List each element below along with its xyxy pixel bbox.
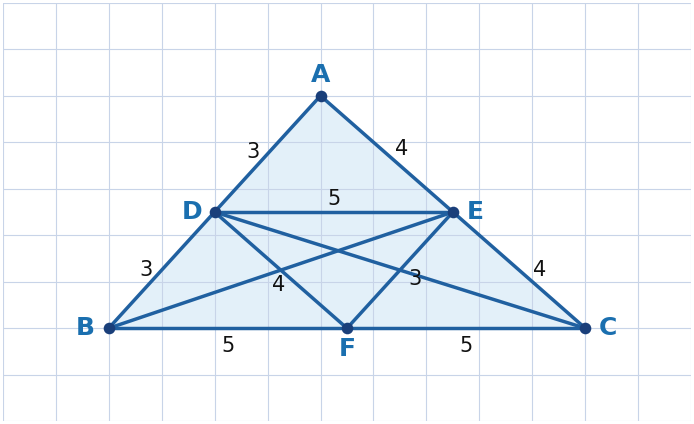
Text: 3: 3 <box>246 142 260 162</box>
Text: 5: 5 <box>221 336 235 356</box>
Text: 4: 4 <box>271 275 285 295</box>
Point <box>103 325 115 332</box>
Text: A: A <box>311 63 330 87</box>
Polygon shape <box>109 212 347 328</box>
Text: 5: 5 <box>459 336 473 356</box>
Text: B: B <box>76 316 94 340</box>
Text: 4: 4 <box>395 139 408 159</box>
Text: E: E <box>466 200 484 224</box>
Text: 3: 3 <box>408 269 421 290</box>
Text: 4: 4 <box>532 260 546 280</box>
Text: C: C <box>598 316 617 340</box>
Text: F: F <box>339 337 355 361</box>
Polygon shape <box>214 96 453 212</box>
Point <box>579 325 591 332</box>
Polygon shape <box>347 212 585 328</box>
Point <box>209 209 220 215</box>
Point <box>448 209 459 215</box>
Text: 3: 3 <box>139 260 153 280</box>
Polygon shape <box>214 212 453 328</box>
Text: D: D <box>182 200 203 224</box>
Point <box>341 325 353 332</box>
Point <box>315 92 326 99</box>
Text: 5: 5 <box>327 189 340 209</box>
